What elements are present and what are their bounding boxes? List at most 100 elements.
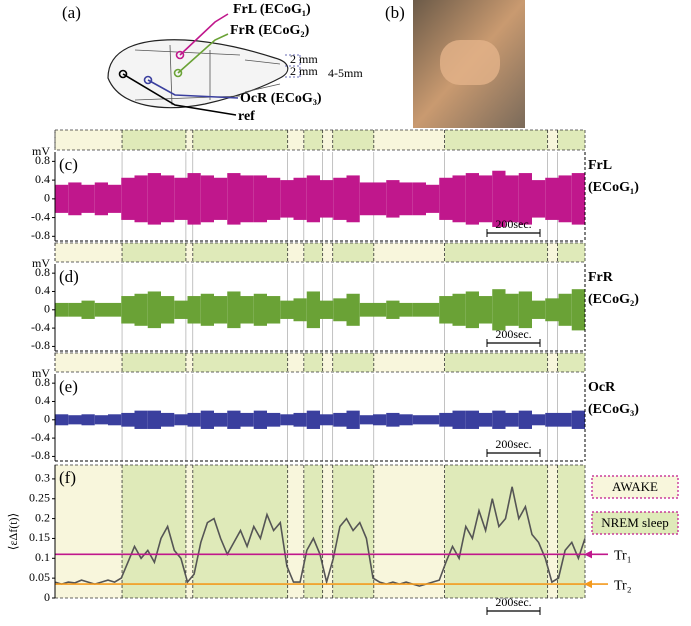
signal-envelope — [254, 294, 267, 326]
signal-envelope — [214, 178, 227, 220]
signal-envelope — [55, 414, 68, 425]
signal-envelope — [161, 296, 174, 323]
legend-label: NREM sleep — [601, 515, 669, 530]
stage-band — [557, 243, 585, 262]
panel-label: (e) — [59, 377, 78, 396]
y-axis-label: ⟨εΔf(t)⟩ — [6, 513, 20, 550]
signal-envelope — [453, 175, 466, 222]
signal-envelope — [373, 182, 386, 215]
signal-envelope — [400, 303, 413, 317]
signal-envelope — [453, 411, 466, 429]
signal-envelope — [347, 294, 360, 326]
threshold-label: Tr₁ — [614, 549, 632, 564]
signal-envelope — [148, 291, 161, 328]
stage-band — [288, 243, 304, 262]
signal-envelope — [466, 173, 479, 225]
signal-envelope — [148, 411, 161, 429]
y-tick-label: -0.8 — [31, 338, 50, 352]
signal-envelope — [294, 413, 307, 427]
signal-envelope — [413, 303, 426, 317]
channel-label: FrR — [588, 270, 614, 285]
stage-band — [374, 243, 445, 262]
electrode-label: ref — [238, 109, 255, 124]
signal-envelope — [267, 296, 280, 323]
signal-envelope — [280, 414, 293, 425]
signal-envelope — [519, 291, 532, 328]
signal-envelope — [201, 294, 214, 326]
signal-envelope — [545, 413, 558, 427]
signal-envelope — [82, 301, 95, 319]
y-unit: mV — [32, 256, 50, 270]
stage-band — [374, 465, 445, 598]
stage-band — [323, 130, 333, 150]
stage-band — [122, 243, 186, 262]
y-tick-label: 0.4 — [35, 172, 50, 186]
signal-envelope — [307, 411, 320, 429]
signal-envelope — [426, 303, 439, 317]
signal-envelope — [320, 414, 333, 425]
y-tick-label: 0.3 — [35, 471, 50, 485]
y-tick-label: 0 — [44, 590, 50, 604]
signal-envelope — [492, 411, 505, 429]
signal-envelope — [121, 296, 134, 323]
signal-envelope — [466, 411, 479, 429]
signal-envelope — [426, 185, 439, 213]
stage-band — [548, 353, 558, 372]
signal-envelope — [307, 175, 320, 222]
stage-band — [55, 130, 122, 150]
scale-bar-label: 200sec. — [495, 595, 531, 609]
signal-envelope — [320, 301, 333, 319]
panel-label: (b) — [385, 3, 405, 22]
signal-envelope — [572, 173, 585, 225]
signal-envelope — [108, 303, 121, 317]
signal-envelope — [479, 296, 492, 323]
channel-label: (ECoG₂) — [588, 292, 639, 307]
stage-band — [333, 130, 374, 150]
signal-envelope — [386, 413, 399, 427]
signal-envelope — [439, 178, 452, 220]
y-tick-label: 0.1 — [35, 550, 50, 564]
dimension-label: 2 mm — [290, 64, 318, 78]
signal-envelope — [532, 180, 545, 217]
y-tick-label: 0.05 — [29, 570, 50, 584]
signal-envelope — [506, 413, 519, 427]
signal-envelope — [95, 415, 108, 424]
signal-envelope — [267, 413, 280, 427]
signal-envelope — [559, 413, 572, 427]
signal-envelope — [55, 303, 68, 317]
stage-band — [445, 465, 548, 598]
signal-envelope — [121, 178, 134, 220]
signal-envelope — [545, 298, 558, 321]
panel-label: (d) — [59, 267, 79, 286]
scale-bar-label: 200sec. — [495, 327, 531, 341]
y-tick-label: 0.4 — [35, 393, 50, 407]
threshold-label: Tr₂ — [614, 578, 632, 593]
signal-envelope — [82, 414, 95, 425]
signal-envelope — [333, 298, 346, 321]
y-unit: mV — [32, 366, 50, 380]
signal-envelope — [519, 411, 532, 429]
stage-band — [304, 243, 323, 262]
signal-envelope — [201, 175, 214, 222]
signal-envelope — [68, 182, 81, 215]
stage-band — [288, 130, 304, 150]
stage-band — [122, 130, 186, 150]
stage-band — [193, 130, 288, 150]
signal-envelope — [545, 178, 558, 220]
channel-label: OcR — [588, 380, 616, 395]
y-tick-label: -0.4 — [31, 320, 50, 334]
signal-envelope — [492, 289, 505, 330]
signal-envelope — [201, 411, 214, 429]
photo-detail — [440, 40, 500, 85]
stage-band — [122, 465, 186, 598]
stage-band — [445, 353, 548, 372]
legend-label: AWAKE — [612, 479, 658, 494]
signal-envelope — [294, 298, 307, 321]
stage-band — [548, 130, 558, 150]
panel-label: (a) — [62, 3, 81, 22]
signal-envelope — [413, 415, 426, 424]
signal-envelope — [466, 291, 479, 328]
signal-envelope — [479, 413, 492, 427]
signal-envelope — [307, 291, 320, 328]
signal-envelope — [108, 185, 121, 213]
